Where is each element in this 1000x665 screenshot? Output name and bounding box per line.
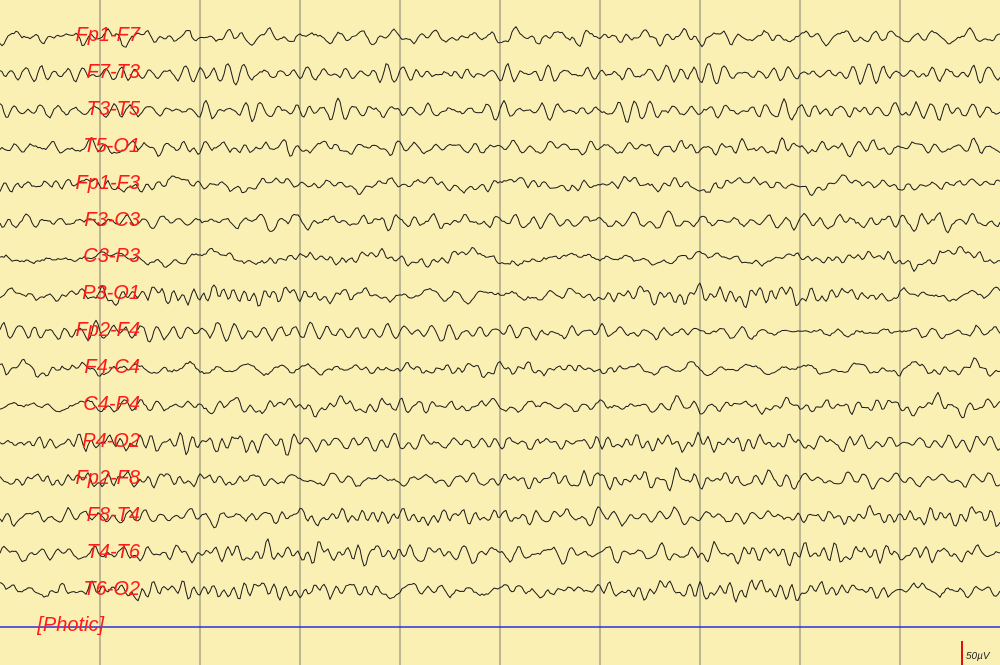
channel-label: T6-O2 bbox=[83, 577, 140, 600]
channel-label: C4-P4 bbox=[83, 393, 140, 415]
channel-label: C3-P3 bbox=[83, 245, 140, 268]
channel-label: F4-C4 bbox=[84, 356, 140, 379]
channel-label: Fp2-F8 bbox=[75, 466, 140, 489]
eeg-trace-f8-t4 bbox=[0, 504, 1000, 529]
channel-label: F3-C3 bbox=[84, 208, 140, 231]
channel-label: T3-T5 bbox=[86, 97, 140, 120]
eeg-trace-f7-t3 bbox=[0, 63, 1000, 86]
eeg-trace-t4-t6 bbox=[0, 538, 1000, 567]
eeg-trace-t6-o2 bbox=[0, 579, 1000, 603]
time-grid bbox=[99, 0, 901, 665]
eeg-trace-fp1-f7 bbox=[0, 26, 1000, 48]
eeg-trace-c4-p4 bbox=[0, 391, 1000, 419]
channel-label: F7-T3 bbox=[86, 60, 140, 83]
channel-label: F8-T4 bbox=[86, 503, 140, 526]
eeg-trace-t5-o1 bbox=[0, 137, 1000, 158]
eeg-trace-t3-t5 bbox=[0, 97, 1000, 123]
eeg-trace-fp2-f4 bbox=[0, 319, 1000, 343]
channel-label: P3-O1 bbox=[82, 282, 140, 305]
channel-label: Fp2-F4 bbox=[75, 319, 140, 342]
eeg-trace-f4-c4 bbox=[0, 357, 1000, 379]
channel-label: Fp1-F3 bbox=[75, 171, 140, 194]
channel-label: T5-O1 bbox=[83, 134, 140, 157]
channel-label: T4-T6 bbox=[86, 540, 140, 563]
eeg-trace-p3-o1 bbox=[0, 282, 1000, 309]
eeg-trace-fp1-f3 bbox=[0, 174, 1000, 196]
eeg-trace-c3-p3 bbox=[0, 245, 1000, 272]
scale-label: 50µV bbox=[966, 651, 990, 662]
photic-label: [Photic] bbox=[37, 614, 104, 636]
channel-label: P4-O2 bbox=[82, 429, 140, 452]
channel-label: Fp1-F7 bbox=[75, 24, 140, 46]
eeg-trace-p4-o2 bbox=[0, 431, 1000, 456]
eeg-trace-fp2-f8 bbox=[0, 467, 1000, 492]
eeg-traces bbox=[0, 26, 1000, 603]
eeg-trace-f3-c3 bbox=[0, 210, 1000, 234]
